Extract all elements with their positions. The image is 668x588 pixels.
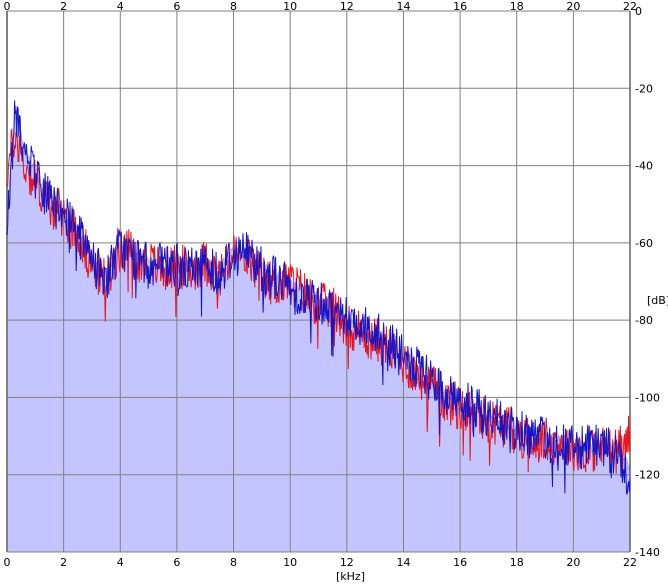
grid-layer [6, 10, 631, 553]
x-tick-top-0: 0 [4, 0, 11, 13]
x-tick-bottom-10: 10 [283, 556, 297, 569]
y-tick-0: 0 [635, 5, 642, 18]
x-tick-top-8: 8 [230, 0, 237, 13]
x-tick-labels-bottom: 0 2 4 6 8 10 12 14 16 18 20 22 [4, 556, 638, 569]
x-tick-bottom-2: 2 [60, 556, 67, 569]
x-tick-bottom-12: 12 [340, 556, 354, 569]
x-axis-label: [kHz] [336, 570, 365, 583]
x-tick-top-12: 12 [340, 0, 354, 13]
x-tick-bottom-6: 6 [173, 556, 180, 569]
x-tick-top-20: 20 [566, 0, 580, 13]
x-tick-bottom-4: 4 [117, 556, 124, 569]
y-tick--120: -120 [635, 469, 660, 482]
y-tick--80: -80 [635, 314, 653, 327]
y-tick--40: -40 [635, 160, 653, 173]
red-series-line [6, 127, 631, 475]
x-tick-bottom-20: 20 [566, 556, 580, 569]
x-tick-top-18: 18 [510, 0, 524, 13]
y-tick--140: -140 [635, 546, 660, 559]
x-tick-bottom-0: 0 [4, 556, 11, 569]
y-axis-label: [dB] [647, 294, 668, 307]
x-tick-labels-top: 0 2 4 6 8 10 12 14 16 18 20 22 [4, 0, 638, 13]
x-tick-bottom-16: 16 [453, 556, 467, 569]
x-tick-top-14: 14 [396, 0, 410, 13]
x-tick-top-22: 22 [623, 0, 637, 13]
x-tick-top-4: 4 [117, 0, 124, 13]
y-tick--20: -20 [635, 82, 653, 95]
x-tick-bottom-18: 18 [510, 556, 524, 569]
blue-series-line [6, 100, 631, 495]
x-tick-bottom-22: 22 [623, 556, 637, 569]
x-tick-bottom-14: 14 [396, 556, 410, 569]
x-tick-top-6: 6 [173, 0, 180, 13]
series-layer [6, 100, 631, 495]
y-tick-labels: 0 -20 -40 -60 -80 -100 -120 -140 [635, 5, 660, 559]
x-tick-bottom-8: 8 [230, 556, 237, 569]
x-tick-top-16: 16 [453, 0, 467, 13]
y-tick--100: -100 [635, 391, 660, 404]
x-tick-top-10: 10 [283, 0, 297, 13]
y-tick--60: -60 [635, 237, 653, 250]
x-tick-top-2: 2 [60, 0, 67, 13]
